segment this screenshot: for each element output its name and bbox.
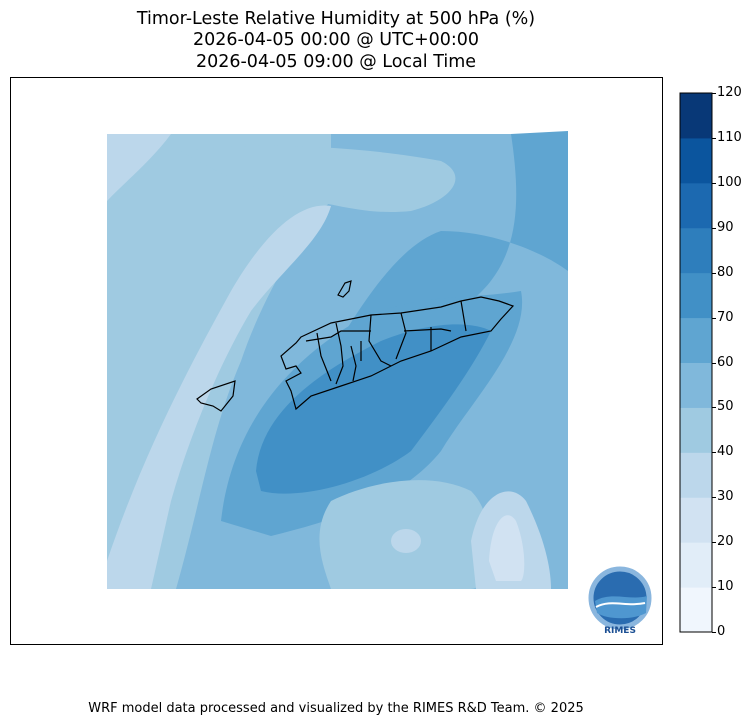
colorbar-tick-mark: [712, 317, 716, 319]
colorbar-tick-mark: [712, 452, 716, 454]
map-frame: RIMES: [10, 77, 663, 645]
colorbar-band-90-100: [680, 182, 712, 229]
colorbar-tick-label: 60: [717, 354, 734, 370]
oecusse-outline: [196, 380, 236, 412]
colorbar-band-0-10: [680, 587, 712, 633]
district-boundaries: [305, 300, 467, 385]
colorbar-band-70-80: [680, 272, 712, 319]
contour-band-20-30: [489, 515, 525, 581]
footer-credit: WRF model data processed and visualized …: [88, 701, 584, 716]
colorbar-tick-label: 40: [717, 444, 734, 460]
logo-text: RIMES: [604, 626, 636, 636]
timor-leste-boundaries: [196, 280, 515, 412]
colorbar-band-60-70: [680, 317, 712, 363]
colorbar-band-10-20: [680, 542, 712, 588]
colorbar-tick-label: 70: [717, 309, 734, 325]
contour-band-70-80: [256, 324, 491, 494]
colorbar-tick-mark: [712, 632, 716, 633]
colorbar-tick-mark: [712, 93, 716, 94]
colorbar-tick-mark: [712, 182, 716, 184]
colorbar-tick-label: 90: [717, 219, 734, 235]
colorbar-tick-mark: [712, 497, 716, 499]
colorbar-tick-label: 30: [717, 489, 734, 505]
colorbar-band-100-110: [680, 137, 712, 184]
rimes-logo: RIMES: [588, 566, 652, 636]
colorbar-tick-mark: [712, 407, 716, 409]
colorbar-tick-label: 100: [717, 174, 742, 190]
colorbar-tick-mark: [712, 227, 716, 229]
colorbar-band-80-90: [680, 227, 712, 274]
colorbar-tick-mark: [712, 362, 716, 364]
colorbar-tick-mark: [712, 137, 716, 139]
colorbar-tick-mark: [712, 587, 716, 589]
colorbar-tick-mark: [712, 272, 716, 274]
colorbar-tick-label: 10: [717, 579, 734, 595]
colorbar-tick-label: 50: [717, 399, 734, 415]
atauro-outline: [337, 280, 352, 298]
timor-leste-outline: [280, 296, 515, 411]
contour-band-30-40: [107, 134, 171, 201]
colorbar-band-30-40: [680, 452, 712, 498]
colorbar-band-50-60: [680, 362, 712, 408]
colorbar-tick-label: 80: [717, 264, 734, 280]
colorbar-band-20-30: [680, 497, 712, 543]
title-line-1: Timor-Leste Relative Humidity at 500 hPa…: [136, 9, 536, 29]
map-svg: RIMES: [107, 131, 652, 636]
colorbar-tick-label: 0: [717, 624, 726, 639]
contour-band-30-40: [207, 323, 227, 347]
title-line-3: 2026-04-05 09:00 @ Local Time: [195, 52, 477, 72]
colorbar: [679, 92, 713, 633]
colorbar-band-40-50: [680, 407, 712, 453]
contour-band-30-40: [107, 205, 331, 589]
colorbar-tick-label: 20: [717, 534, 734, 550]
title-line-2: 2026-04-05 00:00 @ UTC+00:00: [192, 30, 480, 50]
colorbar-tick-label: 120: [717, 85, 742, 100]
colorbar-band-110-120: [680, 93, 712, 139]
colorbar-tick-label: 110: [717, 129, 742, 145]
colorbar-tick-mark: [712, 542, 716, 544]
contour-band-30-40: [391, 529, 421, 553]
contour-band-40-50: [181, 145, 456, 213]
